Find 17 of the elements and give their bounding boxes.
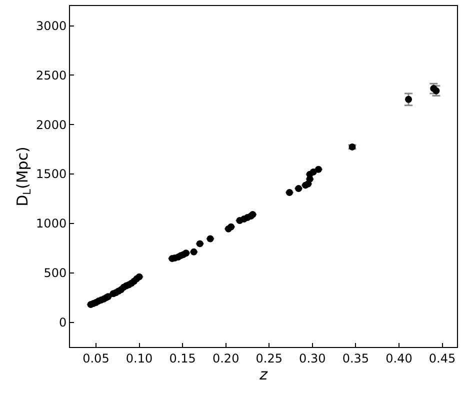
y-tick-label: 3000 [36, 18, 67, 33]
x-tick-label: 0.40 [386, 351, 412, 366]
x-axis-title: z [258, 365, 269, 384]
x-tick-label: 0.20 [212, 351, 240, 366]
y-tick-label: 500 [44, 266, 67, 280]
x-tick-label: 0.35 [342, 351, 370, 366]
x-tick-label: 0.05 [82, 351, 110, 366]
x-tick-label: 0.25 [256, 351, 282, 366]
y-tick-label: 0 [58, 315, 67, 330]
y-tick-label: 1500 [36, 167, 67, 182]
y-tick-label: 2000 [36, 118, 67, 132]
y-tick-label: 1000 [36, 216, 67, 231]
x-tick-label: 0.15 [169, 351, 196, 366]
x-tick-label: 0.30 [299, 351, 326, 366]
x-tick-label: 0.10 [126, 351, 153, 366]
y-tick-label: 2500 [36, 68, 67, 82]
x-tick-label: 0.45 [428, 351, 456, 366]
